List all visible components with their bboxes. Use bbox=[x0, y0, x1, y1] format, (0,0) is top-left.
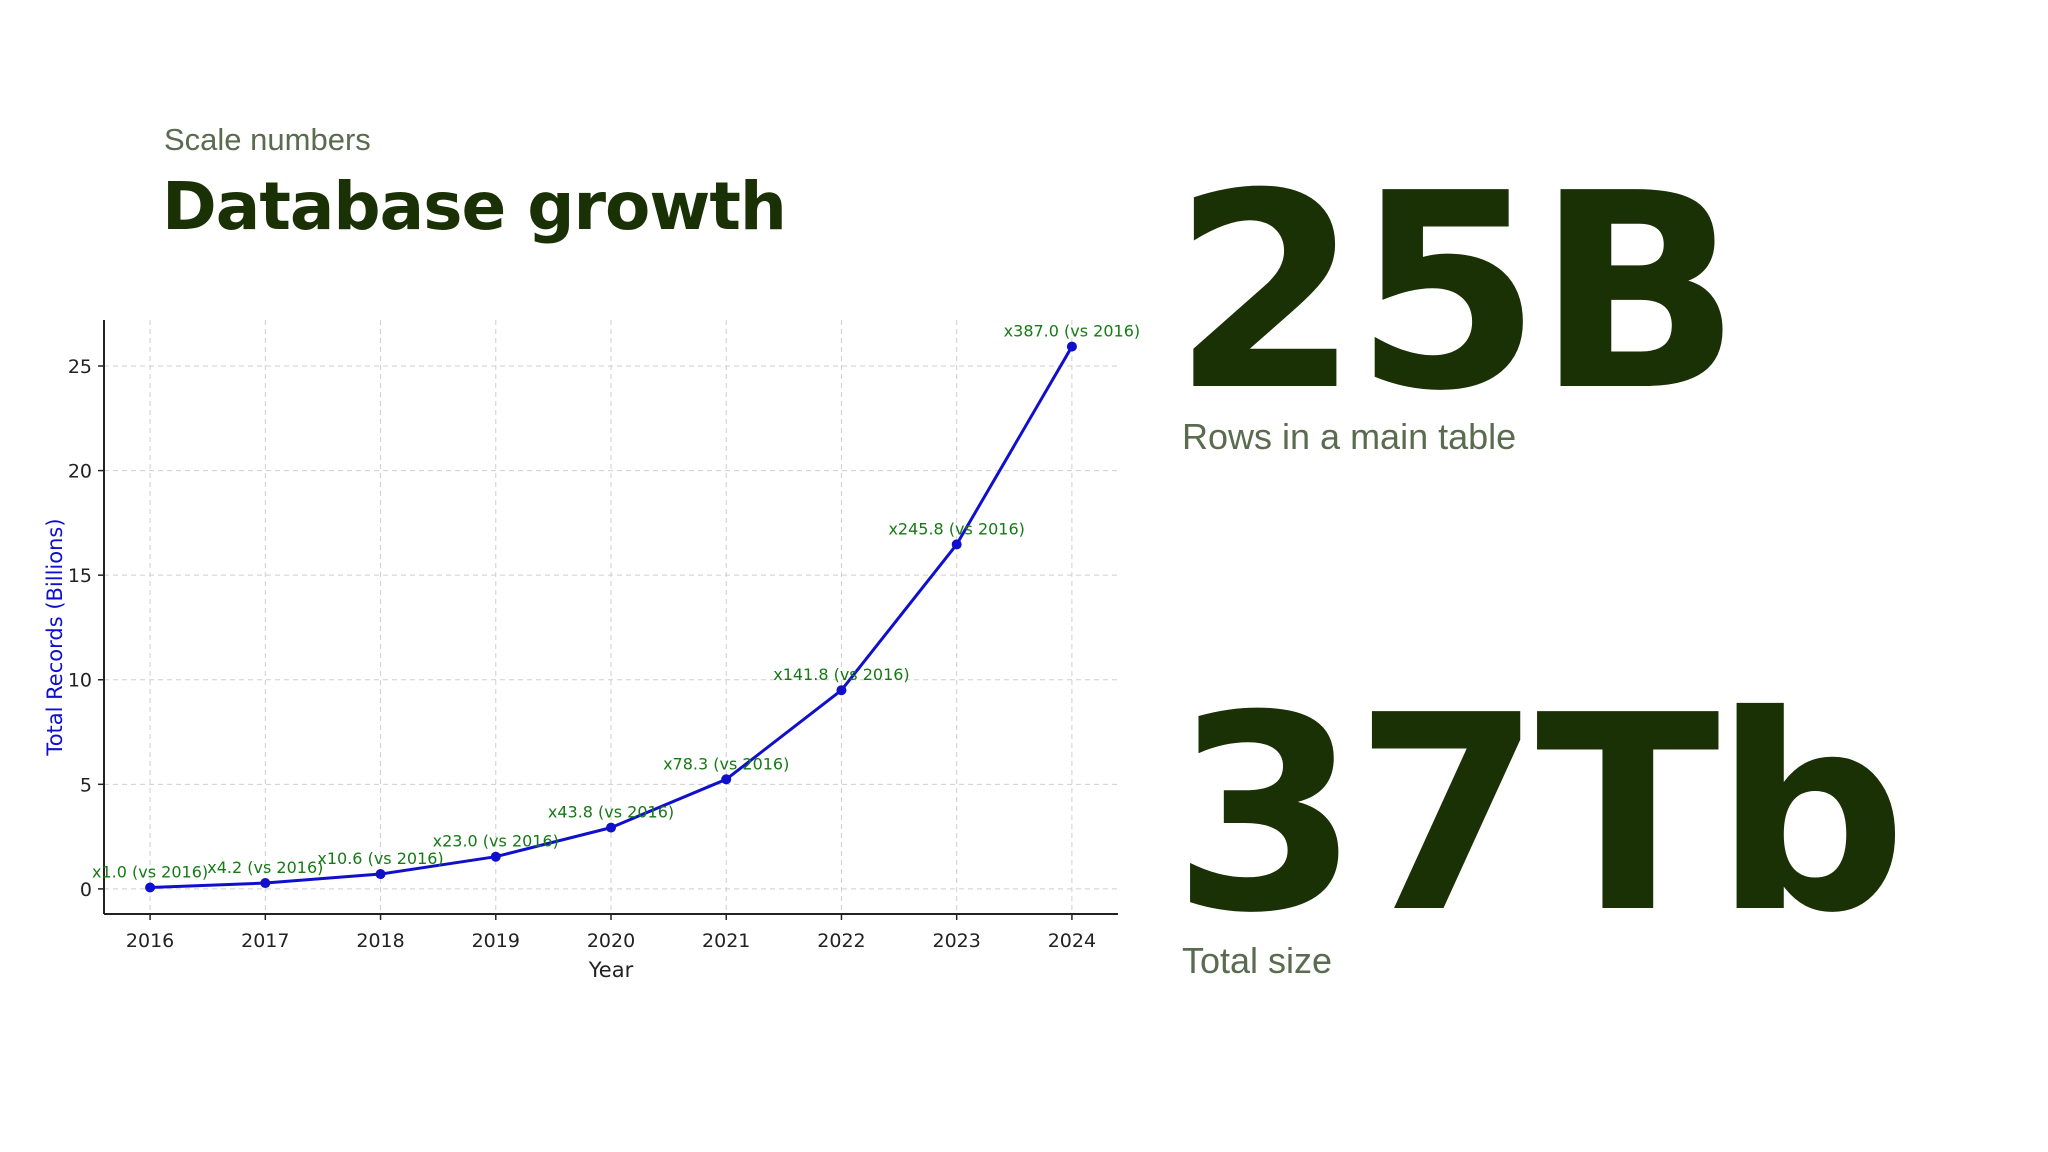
axes bbox=[98, 320, 1118, 920]
x-tick-label: 2020 bbox=[587, 930, 635, 952]
x-tick-label: 2023 bbox=[933, 930, 981, 952]
y-tick-label: 10 bbox=[68, 670, 92, 692]
page-title: Database growth bbox=[162, 168, 787, 245]
x-tick-label: 2021 bbox=[702, 930, 750, 952]
x-tick-label: 2022 bbox=[817, 930, 865, 952]
data-point bbox=[951, 539, 962, 550]
x-tick-label: 2018 bbox=[356, 930, 404, 952]
stat-rows-label: Rows in a main table bbox=[1182, 416, 1517, 457]
data-point bbox=[490, 851, 501, 862]
data-label: x245.8 (vs 2016) bbox=[888, 519, 1024, 538]
y-tick-label: 5 bbox=[80, 774, 92, 796]
data-label: x1.0 (vs 2016) bbox=[92, 863, 208, 882]
stat-size-value: 37Tb bbox=[1172, 657, 1907, 972]
y-tick-label: 20 bbox=[68, 461, 92, 483]
stat-size-label: Total size bbox=[1182, 940, 1333, 981]
x-axis-label: Year bbox=[588, 958, 634, 982]
series bbox=[145, 341, 1077, 893]
annotations: x1.0 (vs 2016) x4.2 (vs 2016)x10.6 (vs 20… bbox=[92, 322, 1140, 882]
data-point bbox=[145, 882, 156, 893]
data-point bbox=[260, 878, 271, 889]
x-tick-label: 2017 bbox=[241, 930, 289, 952]
x-tick-label: 2016 bbox=[126, 930, 174, 952]
y-tick-label: 25 bbox=[68, 356, 92, 378]
growth-line-chart: 2016 2017 2018 2019 2020 2021 2022 2023 2024 0 5 10… bbox=[43, 320, 1140, 982]
data-label: x43.8 (vs 2016) bbox=[548, 803, 674, 822]
data-label: x141.8 (vs 2016) bbox=[773, 665, 909, 684]
data-point bbox=[721, 774, 732, 785]
data-label: x4.2 (vs 2016) bbox=[207, 858, 323, 877]
data-label: x387.0 (vs 2016) bbox=[1004, 322, 1140, 341]
data-label: x23.0 (vs 2016) bbox=[433, 832, 559, 851]
eyebrow-text: Scale numbers bbox=[164, 122, 371, 157]
data-point bbox=[836, 685, 847, 696]
x-tick-label: 2019 bbox=[472, 930, 520, 952]
tick-labels: 2016 2017 2018 2019 2020 2021 2022 2023 2024 0 5 10… bbox=[68, 356, 1096, 952]
data-label: x10.6 (vs 2016) bbox=[317, 849, 443, 868]
y-tick-label: 0 bbox=[80, 879, 92, 901]
data-label: x78.3 (vs 2016) bbox=[663, 754, 789, 773]
data-point bbox=[606, 822, 616, 833]
data-point bbox=[1066, 341, 1077, 352]
x-tick-label: 2024 bbox=[1048, 930, 1096, 952]
y-tick-label: 15 bbox=[68, 565, 92, 587]
stat-rows-value: 25B bbox=[1172, 135, 1742, 450]
data-point bbox=[375, 869, 386, 880]
y-axis-label: Total Records (Billions) bbox=[43, 518, 67, 756]
grid-lines bbox=[104, 320, 1118, 914]
